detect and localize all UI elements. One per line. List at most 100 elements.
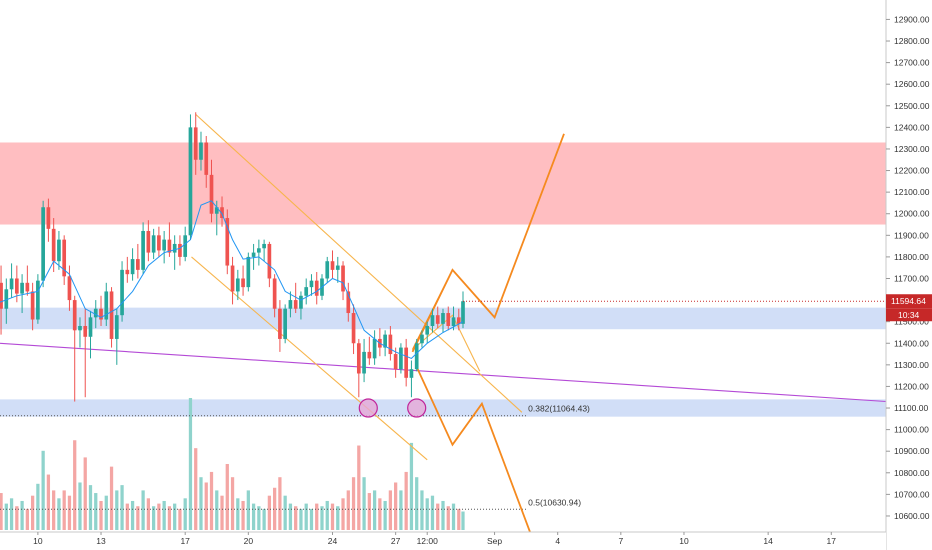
- time-tick-label: 14: [763, 536, 773, 546]
- volume-bar: [67, 495, 72, 530]
- candle-body: [446, 313, 451, 326]
- volume-bar: [167, 506, 172, 530]
- volume-bar: [304, 503, 308, 530]
- price-tick-label: 11100.00: [894, 403, 928, 413]
- price-tick-label: 12500.00: [894, 101, 930, 111]
- time-tick-label: 27: [391, 536, 401, 546]
- last-price-label: 11594.64: [891, 296, 926, 306]
- volume-bar: [183, 498, 187, 530]
- candle-body: [304, 287, 309, 296]
- projection-down-path: [415, 366, 536, 545]
- candle-body: [314, 280, 319, 296]
- price-tick-label: 10800.00: [894, 468, 930, 478]
- candle-body: [83, 325, 88, 337]
- volume-bar: [199, 477, 203, 530]
- price-tick-label: 11500.00: [894, 317, 929, 327]
- price-tick-label: 12600.00: [894, 79, 930, 89]
- price-tick-label: 11700.00: [894, 273, 929, 283]
- trendline: [0, 342, 887, 403]
- price-tick-label: 12200.00: [894, 166, 930, 176]
- price-axis[interactable]: 10600.00 10700.00 10800.00 10900.00 11000.00…: [885, 0, 932, 550]
- volume-bar: [330, 503, 335, 530]
- price-tick-label: 12000.00: [894, 209, 930, 219]
- candle-body: [67, 276, 72, 301]
- candle-body: [383, 334, 387, 348]
- candle-body: [162, 239, 166, 251]
- candle-body: [425, 325, 430, 335]
- volume-bar: [457, 508, 461, 530]
- volume-bar: [378, 498, 382, 530]
- candle-body: [393, 354, 398, 370]
- candle-body: [114, 315, 119, 339]
- time-tick-label: 17: [827, 536, 837, 546]
- candle-body: [299, 295, 303, 309]
- volume-bar: [436, 503, 440, 530]
- volume-bar: [178, 508, 182, 530]
- volume-bar: [104, 495, 108, 530]
- volume-bar: [372, 490, 377, 530]
- time-tick-label: 7: [618, 536, 623, 546]
- volume-bar: [204, 482, 208, 530]
- wedge-lower-line: [412, 314, 481, 372]
- support-zone: [0, 399, 886, 417]
- candle-body: [157, 235, 161, 251]
- price-tick-label: 11200.00: [894, 381, 929, 391]
- candle-body: [414, 343, 419, 370]
- price-tick-label: 12700.00: [894, 58, 930, 68]
- candle-body: [346, 291, 351, 314]
- volume-bar: [320, 506, 324, 530]
- volume-bar: [415, 477, 419, 530]
- volume-bar: [394, 482, 398, 530]
- volume-bar: [20, 500, 24, 530]
- price-tick-label: 12100.00: [894, 187, 930, 197]
- volume-bar: [267, 495, 272, 530]
- candle-body: [36, 280, 40, 320]
- volume-bar: [73, 440, 77, 530]
- volume-bar: [451, 503, 456, 530]
- candle-body: [9, 278, 14, 290]
- volume-bar: [409, 442, 414, 530]
- price-tick-label: 11400.00: [894, 338, 929, 348]
- candle-body: [461, 301, 465, 324]
- volume-bar: [157, 503, 161, 530]
- volume-bar: [162, 500, 166, 530]
- volume-bar: [125, 503, 129, 530]
- volume-bar: [299, 508, 303, 530]
- candle-body: [278, 308, 282, 339]
- price-tick-label: 11900.00: [894, 230, 929, 240]
- time-tick-label: 17: [180, 536, 190, 546]
- candle-body: [293, 300, 298, 309]
- candle-body: [151, 235, 156, 253]
- candle-body: [41, 207, 45, 281]
- candle-body: [104, 291, 109, 320]
- candle-body: [367, 351, 372, 359]
- candle-body: [146, 230, 151, 253]
- candle-body: [30, 291, 35, 320]
- volume-bar: [88, 485, 93, 530]
- candle-body: [4, 289, 9, 309]
- candle-body: [183, 235, 188, 257]
- volume-bar: [99, 500, 103, 530]
- highlight-circle: [407, 398, 427, 418]
- candle-body: [399, 347, 403, 370]
- volume-bar: [430, 495, 435, 530]
- candle-body: [109, 291, 114, 339]
- volume-bar: [173, 503, 177, 530]
- price-tick-label: 12300.00: [894, 144, 930, 154]
- volume-bar: [257, 506, 261, 530]
- candle-body: [46, 207, 51, 229]
- time-tick-label: 13: [96, 536, 106, 546]
- volume-bar: [425, 498, 429, 530]
- candle-body: [404, 347, 409, 378]
- volume-bar: [115, 490, 119, 530]
- time-axis[interactable]: 10 13 17 20 24 27 12:00 Sep 4 7 10 14 17: [0, 531, 886, 550]
- candle-body: [178, 243, 182, 257]
- candle-body: [388, 334, 393, 355]
- candle-body: [204, 142, 209, 175]
- time-tick-label: 10: [33, 536, 43, 546]
- candle-body: [72, 300, 77, 331]
- candle-body: [193, 127, 198, 160]
- time-tick-label: 24: [328, 536, 338, 546]
- volume-bar: [420, 490, 424, 530]
